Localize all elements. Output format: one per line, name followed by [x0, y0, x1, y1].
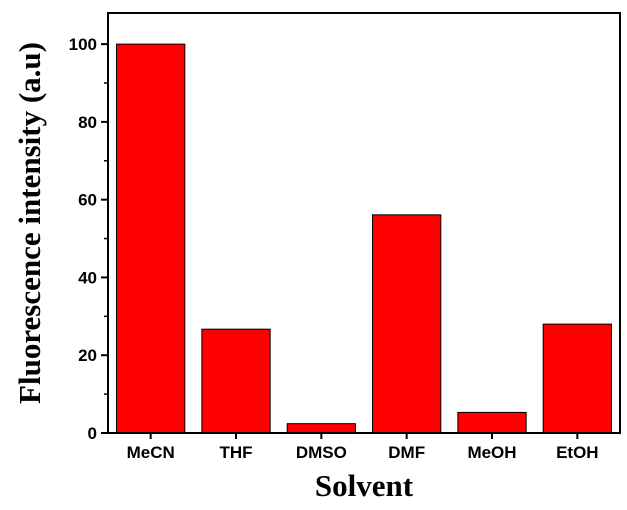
x-axis-title: Solvent — [315, 468, 414, 503]
y-tick-label: 0 — [88, 424, 97, 443]
plot-area: 0 20 40 60 80 100 MeCN THF DMSO DMF MeOH EtOH — [69, 12, 621, 462]
y-tick-label: 80 — [78, 113, 97, 132]
bar-mecn — [116, 43, 186, 434]
y-tick-label: 100 — [69, 35, 97, 54]
y-tick-label: 20 — [78, 346, 97, 365]
bar-dmso — [286, 423, 356, 434]
y-axis-title: Fluorescence intensity (a.u) — [12, 42, 47, 404]
bar-etoh — [542, 323, 612, 434]
x-tick-label: DMF — [388, 443, 425, 462]
bar-meoh — [457, 411, 527, 434]
y-tick-label: 60 — [78, 191, 97, 210]
y-axis-ticks: 0 20 40 60 80 100 — [69, 35, 108, 443]
y-tick-label: 40 — [78, 268, 97, 287]
x-tick-label: DMSO — [296, 443, 347, 462]
x-axis-ticks: MeCN THF DMSO DMF MeOH EtOH — [127, 433, 599, 462]
bar-thf — [201, 328, 271, 434]
bars-group — [116, 43, 612, 434]
bar-dmf — [372, 214, 442, 434]
x-tick-label: MeCN — [127, 443, 175, 462]
plot-frame — [107, 12, 621, 434]
x-tick-label: MeOH — [467, 443, 516, 462]
x-tick-label: EtOH — [556, 443, 599, 462]
x-tick-label: THF — [219, 443, 252, 462]
